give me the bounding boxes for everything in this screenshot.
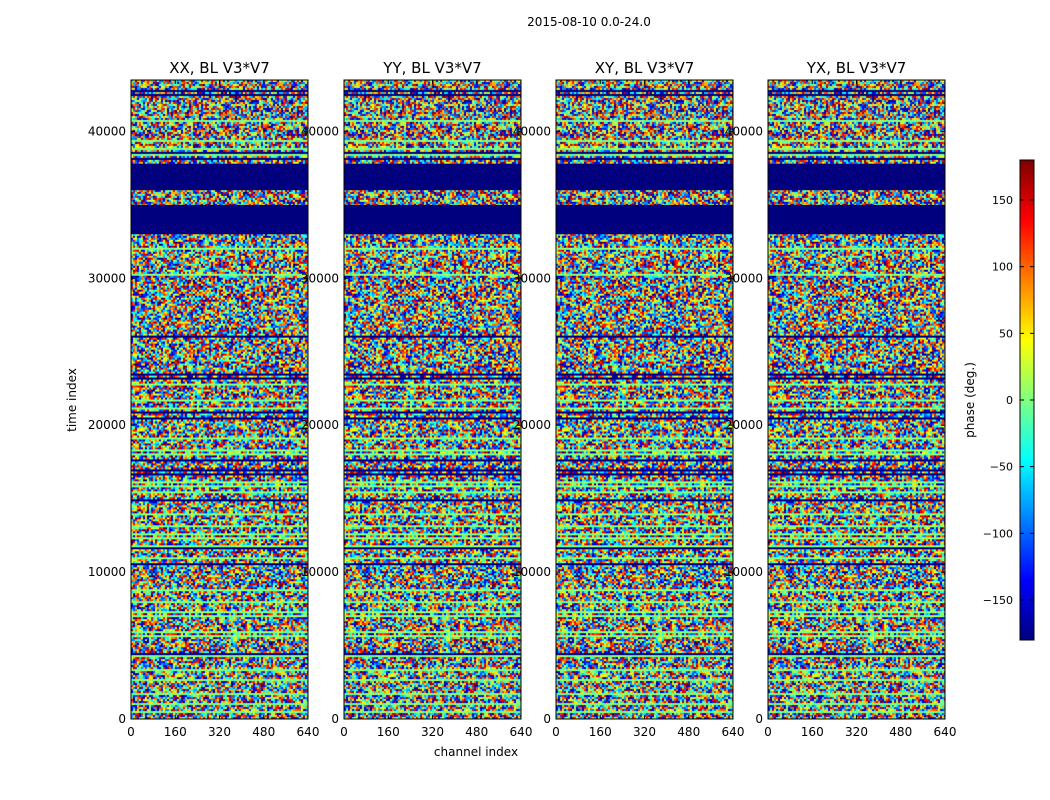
y-tick-label: 0 [331,712,339,726]
panel-title: XY, BL V3*V7 [595,59,695,77]
y-tick-label: 10000 [725,565,763,579]
flagged-band [768,163,945,191]
figure-suptitle: 2015-08-10 0.0-24.0 [527,15,651,29]
colorbar-tick-label: 0 [1006,394,1013,407]
x-tick-label: 640 [510,725,533,739]
x-tick-label: 0 [340,725,348,739]
panels: XX, BL V3*V7 0 160 320 480 640 0 10000 20000 3000… [88,59,957,739]
y-tick-label: 0 [118,712,126,726]
colorbar-tick-label: −150 [983,594,1013,607]
colorbar-tick-label: 150 [992,194,1013,207]
y-tick-label: 30000 [88,271,126,285]
x-tick-label: 320 [208,725,231,739]
panel-4: YX, BL V3*V7 0 160 320 480 640 0 10000 20000 3000… [725,59,957,739]
y-tick-label: 10000 [513,565,551,579]
panel-3: XY, BL V3*V7 0 160 320 480 640 0 10000 20000 3000… [513,59,745,739]
x-axis-label: channel index [434,745,518,759]
y-tick-label: 0 [543,712,551,726]
y-tick-label: 10000 [301,565,339,579]
colorbar-ticks: −150 −100 −50 0 50 100 150 [983,194,1034,607]
colorbar: −150 −100 −50 0 50 100 150 phase (deg.) [963,159,1035,641]
panel-title: YY, BL V3*V7 [382,59,481,77]
x-tick-label: 0 [127,725,135,739]
x-tick-label: 480 [252,725,275,739]
panel-title: YX, BL V3*V7 [806,59,907,77]
y-tick-label: 40000 [301,124,339,138]
x-tick-label: 480 [889,725,912,739]
y-tick-label: 10000 [88,565,126,579]
x-tick-label: 160 [801,725,824,739]
flagged-band [131,204,308,235]
x-tick-label: 0 [552,725,560,739]
y-tick-label: 40000 [88,124,126,138]
x-tick-label: 480 [465,725,488,739]
y-tick-label: 0 [755,712,763,726]
x-tick-label: 640 [722,725,745,739]
y-tick-label: 40000 [513,124,551,138]
flagged-band [556,163,733,191]
x-tick-label: 0 [764,725,772,739]
y-tick-label: 30000 [301,271,339,285]
panel-2: YY, BL V3*V7 0 160 320 480 640 0 10000 20000 3000… [301,59,533,739]
colorbar-tick-label: 100 [992,261,1013,274]
x-tick-label: 320 [421,725,444,739]
colorbar-tick-label: −100 [983,527,1013,540]
x-tick-label: 480 [677,725,700,739]
colorbar-tick-label: 50 [999,327,1013,340]
x-tick-label: 320 [633,725,656,739]
y-tick-label: 20000 [301,418,339,432]
flagged-band [131,163,308,191]
y-tick-label: 20000 [88,418,126,432]
panel-1: XX, BL V3*V7 0 160 320 480 640 0 10000 20000 3000… [88,59,320,739]
y-tick-label: 30000 [513,271,551,285]
x-tick-label: 320 [845,725,868,739]
y-tick-label: 20000 [513,418,551,432]
x-tick-label: 640 [934,725,957,739]
x-tick-label: 160 [589,725,612,739]
flagged-band [768,204,945,235]
colorbar-label: phase (deg.) [963,362,977,438]
y-tick-label: 20000 [725,418,763,432]
x-tick-label: 160 [164,725,187,739]
x-tick-label: 640 [297,725,320,739]
x-tick-label: 160 [377,725,400,739]
colorbar-tick-label: −50 [990,461,1013,474]
flagged-band [344,163,521,191]
flagged-band [556,204,733,235]
panel-title: XX, BL V3*V7 [169,59,270,77]
y-tick-label: 40000 [725,124,763,138]
y-tick-label: 30000 [725,271,763,285]
y-axis-label: time index [65,368,79,432]
flagged-band [344,204,521,235]
